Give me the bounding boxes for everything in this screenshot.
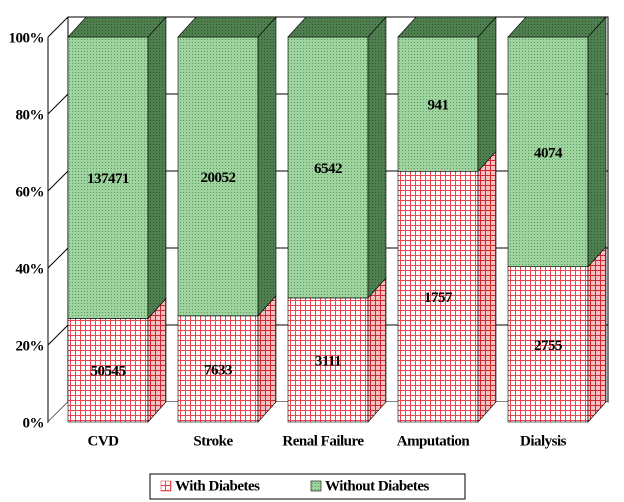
value-label: 7633 (204, 362, 232, 378)
legend (149, 473, 466, 500)
bar-segment (397, 36, 479, 172)
bar-side (147, 16, 167, 320)
bar-segment (397, 170, 479, 423)
bar-side (257, 16, 277, 317)
bar-side (587, 16, 607, 268)
legend-swatch (160, 480, 172, 492)
bar-top (67, 16, 167, 38)
x-tick-label: CVD (88, 433, 120, 449)
bar-top (507, 16, 607, 38)
value-label: 137471 (87, 171, 129, 187)
y-tick-label: 40% (16, 261, 45, 277)
value-label: 1757 (424, 290, 453, 306)
x-tick-label: Stroke (193, 433, 233, 449)
bar-segment (287, 297, 369, 423)
bar-segment (507, 266, 589, 423)
value-label: 6542 (314, 161, 342, 177)
x-tick-label: Renal Failure (282, 433, 364, 449)
y-tick-label: 0% (23, 415, 45, 431)
legend-label: With Diabetes (175, 478, 260, 494)
bar-top (287, 16, 387, 38)
y-tick-label: 60% (16, 184, 45, 200)
bar-side (147, 297, 167, 423)
bar-side (367, 16, 387, 299)
y-tick-label: 100% (9, 30, 45, 46)
bar-segment (507, 36, 589, 267)
x-tick-label: Amputation (397, 433, 471, 449)
value-label: 2755 (534, 338, 562, 354)
value-label: 20052 (201, 170, 236, 186)
value-label: 4074 (534, 145, 563, 161)
y-tick-label: 80% (16, 107, 45, 123)
bar-side (587, 245, 607, 423)
bar-side (257, 295, 277, 423)
y-tick-label: 20% (16, 338, 45, 354)
bar-side (477, 16, 497, 173)
bar-side (367, 277, 387, 423)
legend-label: Without Diabetes (325, 478, 429, 494)
bar-top (177, 16, 277, 38)
bar-top (397, 16, 497, 38)
value-label: 941 (428, 98, 449, 114)
value-label: 50545 (91, 364, 126, 380)
value-label: 3111 (315, 353, 341, 369)
x-tick-label: Dialysis (520, 433, 567, 449)
bar-segment (177, 36, 259, 317)
bar-side (477, 150, 497, 423)
legend-swatch (310, 480, 322, 492)
